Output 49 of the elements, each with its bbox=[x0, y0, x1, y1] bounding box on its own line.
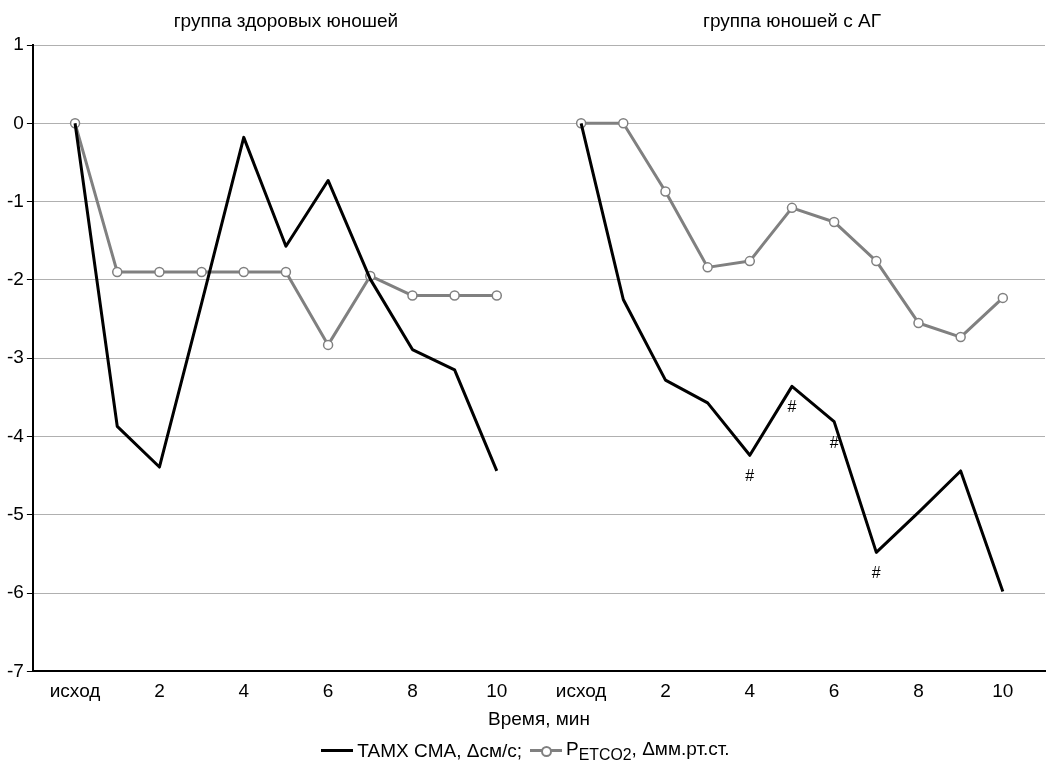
legend-label: TAMX CMA, Δсм/с; bbox=[357, 739, 523, 762]
point bbox=[828, 216, 840, 228]
x-tick-label: 4 bbox=[744, 680, 756, 702]
x-tick-label: 2 bbox=[660, 680, 671, 702]
point bbox=[322, 339, 334, 351]
point bbox=[997, 292, 1009, 304]
point bbox=[702, 262, 713, 273]
point bbox=[955, 331, 966, 343]
point bbox=[154, 266, 165, 278]
data-label: # bbox=[745, 467, 755, 485]
point bbox=[913, 317, 924, 329]
y-tick-label: -7 bbox=[6, 659, 24, 681]
y-tick-label: -5 bbox=[6, 503, 24, 525]
y-tick-label: 0 bbox=[13, 111, 24, 133]
y-tick-label: -2 bbox=[6, 268, 24, 290]
point bbox=[238, 266, 249, 278]
point bbox=[280, 266, 292, 278]
point bbox=[786, 202, 798, 214]
y-tick-label: -4 bbox=[6, 424, 25, 446]
point bbox=[871, 255, 882, 267]
point bbox=[449, 290, 460, 301]
x-tick-label: 8 bbox=[407, 680, 418, 702]
point bbox=[660, 186, 671, 197]
point bbox=[196, 266, 207, 278]
x-tick-label: 6 bbox=[322, 680, 334, 702]
x-tick-label: исход bbox=[555, 680, 607, 702]
point bbox=[407, 290, 418, 301]
x-tick-label: 4 bbox=[238, 680, 250, 702]
y-tick-label: 1 bbox=[13, 33, 24, 55]
x-tick-label: 2 bbox=[154, 680, 165, 702]
x-tick-label: 8 bbox=[913, 680, 924, 702]
data-label: # bbox=[829, 433, 839, 451]
legend-label: P$_{ETCO2}$, Δмм.рт.ст. bbox=[566, 738, 730, 764]
text: группа здоровых юношей bbox=[173, 10, 399, 31]
y-tick-label: -6 bbox=[6, 581, 24, 603]
x-tick-label: 10 bbox=[992, 680, 1014, 702]
data-label: # bbox=[871, 564, 881, 582]
point bbox=[744, 255, 756, 267]
y-tick-label: -1 bbox=[6, 189, 24, 211]
data-label: # bbox=[787, 398, 797, 416]
x-tick-label: исход bbox=[49, 680, 101, 702]
point bbox=[618, 118, 629, 129]
y-tick-label: -3 bbox=[6, 346, 24, 368]
x-axis-title: Время, мин bbox=[488, 707, 590, 729]
point bbox=[491, 290, 503, 301]
x-tick-label: 10 bbox=[486, 680, 508, 702]
x-tick-label: 6 bbox=[828, 680, 840, 702]
text: группа юношей с АГ bbox=[702, 10, 881, 31]
point bbox=[111, 266, 123, 278]
